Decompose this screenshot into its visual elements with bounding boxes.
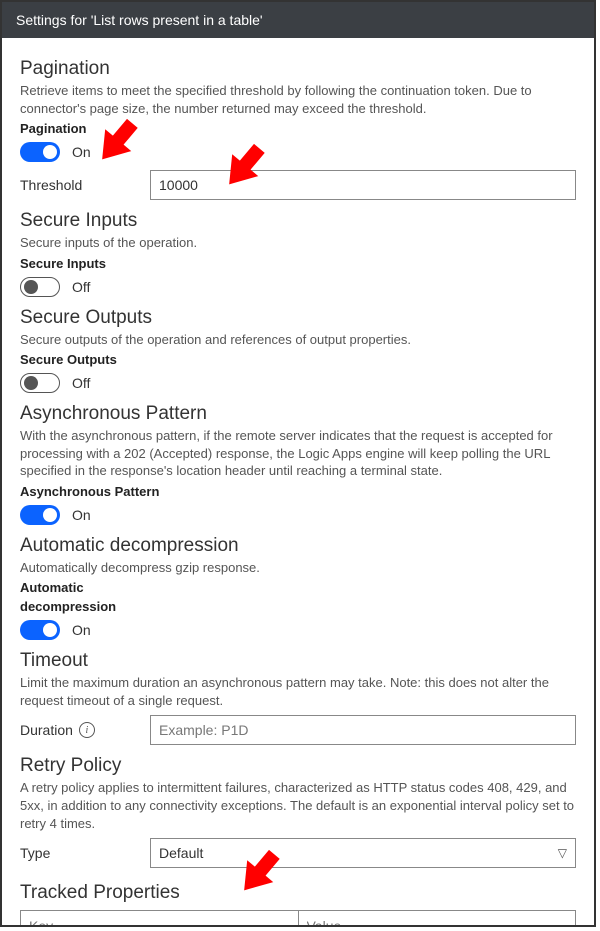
secure-outputs-toggle-label: Secure Outputs: [20, 352, 576, 367]
info-icon[interactable]: i: [79, 722, 95, 738]
decomp-desc: Automatically decompress gzip response.: [20, 559, 576, 577]
pagination-heading: Pagination: [20, 58, 576, 80]
retry-type-label: Type: [20, 845, 150, 861]
retry-type-select[interactable]: Default ▽: [150, 838, 576, 868]
pagination-toggle-label: Pagination: [20, 121, 576, 136]
async-desc: With the asynchronous pattern, if the re…: [20, 427, 576, 480]
secure-inputs-heading: Secure Inputs: [20, 210, 576, 232]
decomp-toggle-state: On: [72, 622, 91, 638]
retry-heading: Retry Policy: [20, 755, 576, 777]
retry-type-value: Default: [159, 845, 203, 861]
secure-inputs-toggle-state: Off: [72, 279, 90, 295]
content-area: Pagination Retrieve items to meet the sp…: [2, 38, 594, 925]
pagination-toggle-state: On: [72, 144, 91, 160]
duration-input[interactable]: [150, 715, 576, 745]
async-toggle[interactable]: [20, 505, 60, 525]
async-toggle-label: Asynchronous Pattern: [20, 484, 576, 499]
secure-inputs-toggle-label: Secure Inputs: [20, 256, 576, 271]
threshold-label: Threshold: [20, 177, 150, 193]
chevron-down-icon: ▽: [558, 846, 567, 860]
secure-outputs-toggle[interactable]: [20, 373, 60, 393]
tracked-heading: Tracked Properties: [20, 882, 576, 904]
settings-panel: Settings for 'List rows present in a tab…: [0, 0, 596, 927]
secure-outputs-heading: Secure Outputs: [20, 307, 576, 329]
async-heading: Asynchronous Pattern: [20, 403, 576, 425]
pagination-toggle[interactable]: [20, 142, 60, 162]
secure-inputs-desc: Secure inputs of the operation.: [20, 234, 576, 252]
async-toggle-state: On: [72, 507, 91, 523]
secure-outputs-toggle-state: Off: [72, 375, 90, 391]
decomp-toggle-label-1: Automatic: [20, 580, 576, 595]
duration-label: Duration i: [20, 722, 150, 738]
tracked-value-input[interactable]: [299, 910, 577, 925]
threshold-input[interactable]: [150, 170, 576, 200]
titlebar: Settings for 'List rows present in a tab…: [2, 2, 594, 38]
secure-outputs-desc: Secure outputs of the operation and refe…: [20, 331, 576, 349]
timeout-desc: Limit the maximum duration an asynchrono…: [20, 674, 576, 709]
title-text: Settings for 'List rows present in a tab…: [16, 12, 263, 28]
secure-inputs-toggle[interactable]: [20, 277, 60, 297]
decomp-toggle[interactable]: [20, 620, 60, 640]
tracked-key-input[interactable]: [20, 910, 299, 925]
pagination-desc: Retrieve items to meet the specified thr…: [20, 82, 576, 117]
timeout-heading: Timeout: [20, 650, 576, 672]
retry-desc: A retry policy applies to intermittent f…: [20, 779, 576, 832]
decomp-toggle-label-2: decompression: [20, 599, 576, 614]
decomp-heading: Automatic decompression: [20, 535, 576, 557]
